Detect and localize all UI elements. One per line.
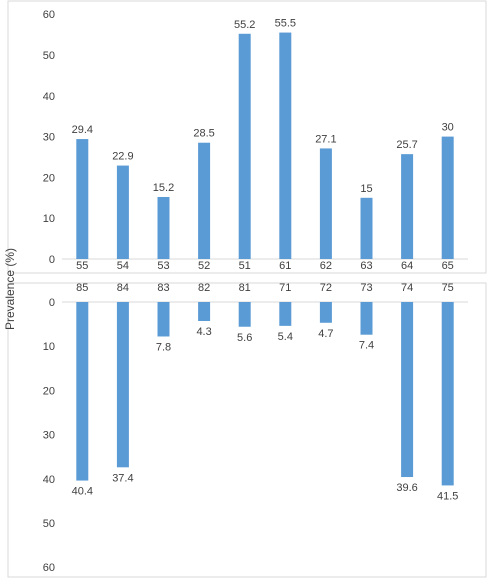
data-label: 30: [442, 122, 454, 134]
y-tick-label: 20: [43, 172, 55, 184]
data-label: 15: [360, 183, 372, 195]
data-label: 55.5: [275, 18, 296, 30]
y-tick-label: 0: [49, 297, 55, 309]
category-label: 61: [279, 260, 291, 272]
category-label: 54: [117, 260, 129, 272]
category-label: 65: [442, 260, 454, 272]
bar: [76, 302, 89, 481]
category-label: 64: [401, 260, 413, 272]
data-label: 5.6: [237, 332, 252, 344]
bar: [279, 302, 292, 326]
data-label: 25.7: [396, 139, 417, 151]
data-label: 55.2: [234, 19, 255, 31]
bar: [76, 139, 89, 259]
data-label: 29.4: [72, 124, 93, 136]
y-tick-label: 60: [43, 9, 55, 21]
bar: [319, 148, 332, 259]
category-label: 83: [157, 282, 169, 294]
bar: [157, 196, 170, 259]
category-label: 55: [76, 260, 88, 272]
bar: [279, 32, 292, 260]
data-label: 15.2: [153, 182, 174, 194]
category-label: 51: [239, 260, 251, 272]
category-label: 75: [442, 282, 454, 294]
bar: [238, 302, 251, 327]
category-label: 82: [198, 282, 210, 294]
category-label: 53: [157, 260, 169, 272]
bar: [198, 302, 211, 322]
data-label: 5.4: [278, 331, 293, 343]
y-tick-label: 30: [43, 132, 55, 144]
y-tick-label: 50: [43, 50, 55, 62]
category-label: 81: [239, 282, 251, 294]
bottom-chart: 0 10 20 30 40 50 60 40.4 85 37.4 84 7.8 83 4.3 82 5.6 81…: [43, 282, 468, 574]
y-tick-label: 30: [43, 430, 55, 442]
bar: [116, 302, 129, 468]
y-tick-label: 10: [43, 341, 55, 353]
data-label: 28.5: [193, 128, 214, 140]
data-label: 41.5: [437, 490, 458, 502]
bar: [319, 302, 332, 323]
bar: [198, 142, 211, 259]
data-label: 39.6: [396, 482, 417, 494]
bar: [238, 33, 251, 260]
category-label: 62: [320, 260, 332, 272]
bar: [401, 154, 414, 259]
bar: [157, 302, 170, 337]
category-label: 63: [360, 260, 372, 272]
y-tick-label: 40: [43, 91, 55, 103]
data-label: 37.4: [112, 472, 133, 484]
category-label: 85: [76, 282, 88, 294]
category-label: 74: [401, 282, 413, 294]
bottom-panel-frame: [7, 282, 487, 578]
bar: [116, 165, 129, 259]
y-tick-label: 40: [43, 474, 55, 486]
top-chart: 0 10 20 30 40 50 60 29.4 55 22.9 54 15.2 53 28.5 52 55.…: [43, 9, 468, 272]
data-label: 4.3: [196, 326, 211, 338]
y-axis-label: Prevalence (%): [3, 248, 17, 330]
data-label: 7.4: [359, 340, 374, 352]
y-tick-label: 10: [43, 213, 55, 225]
bar: [441, 302, 454, 486]
category-label: 71: [279, 282, 291, 294]
data-label: 4.7: [318, 328, 333, 340]
y-tick-label: 20: [43, 385, 55, 397]
category-label: 52: [198, 260, 210, 272]
y-tick-label: 50: [43, 518, 55, 530]
data-label: 7.8: [156, 341, 171, 353]
data-label: 27.1: [315, 133, 336, 145]
bar: [360, 197, 373, 259]
bar: [360, 302, 373, 335]
category-label: 84: [117, 282, 129, 294]
bar: [401, 302, 414, 478]
y-tick-label: 0: [49, 254, 55, 266]
data-label: 22.9: [112, 151, 133, 163]
top-panel-frame: [7, 0, 487, 274]
y-tick-label: 60: [43, 562, 55, 574]
data-label: 40.4: [72, 486, 93, 498]
category-label: 72: [320, 282, 332, 294]
bar: [441, 136, 454, 259]
category-label: 73: [360, 282, 372, 294]
